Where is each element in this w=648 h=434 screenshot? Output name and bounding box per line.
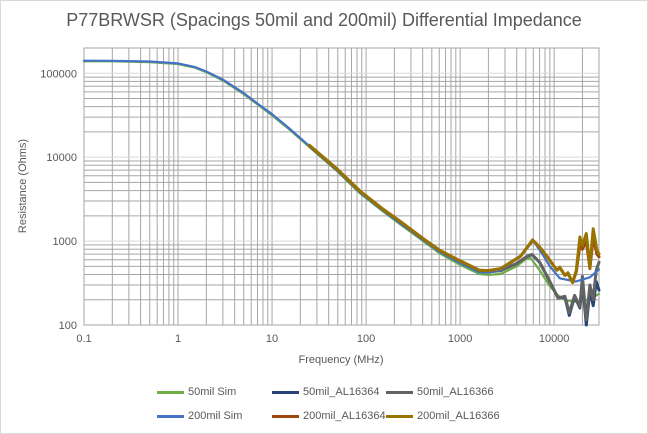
series-line-200mil-sim: [82, 59, 601, 283]
x-tick-label: 10: [266, 333, 278, 345]
x-axis-ticks: 0.1 1 10 100 1000 10000: [76, 333, 569, 345]
legend-label: 200mil Sim: [188, 410, 243, 422]
series-line-50mil-al16366: [308, 144, 601, 322]
legend-swatch: [272, 390, 299, 394]
legend-item: 50mil_AL16366: [386, 386, 493, 398]
x-tick-label: 100: [357, 333, 375, 345]
y-axis-ticks: 100 1000 10000 100000: [40, 68, 77, 332]
x-axis-title: Frequency (MHz): [299, 354, 384, 366]
gridlines: [83, 47, 600, 326]
series-line-50mil-al16364: [308, 144, 601, 327]
y-axis-title: Resistance (Ohms): [17, 139, 29, 233]
legend-label: 50mil_AL16366: [417, 386, 494, 398]
x-tick-label: 10000: [539, 333, 570, 345]
legend-item: 200mil Sim: [157, 410, 242, 422]
chart-title: P77BRWSR (Spacings 50mil and 200mil) Dif…: [66, 10, 582, 30]
legend-label: 50mil Sim: [188, 386, 237, 398]
legend-item: 50mil_AL16364: [272, 386, 379, 398]
x-tick-label: 0.1: [76, 333, 91, 345]
y-tick-label: 10000: [46, 152, 77, 164]
series-line-200mil-al16366: [308, 143, 601, 285]
x-tick-label: 1000: [448, 333, 472, 345]
y-tick-label: 100000: [40, 68, 77, 80]
x-tick-label: 1: [175, 333, 181, 345]
legend-swatch: [272, 414, 299, 418]
y-tick-label: 1000: [53, 236, 77, 248]
legend-label: 200mil_AL16366: [417, 410, 500, 422]
legend-item: 50mil Sim: [157, 386, 236, 398]
legend-swatch: [157, 390, 184, 394]
legend-label: 200mil_AL16364: [303, 410, 386, 422]
legend-item: 200mil_AL16366: [386, 410, 500, 422]
plot-border: [83, 47, 600, 326]
series-lines: [82, 59, 601, 327]
y-tick-label: 100: [59, 320, 77, 332]
legend-label: 50mil_AL16364: [303, 386, 380, 398]
legend-item: 200mil_AL16364: [272, 410, 386, 422]
legend-swatch: [157, 414, 184, 418]
legend-swatch: [386, 414, 413, 418]
legend-swatch: [386, 390, 413, 394]
